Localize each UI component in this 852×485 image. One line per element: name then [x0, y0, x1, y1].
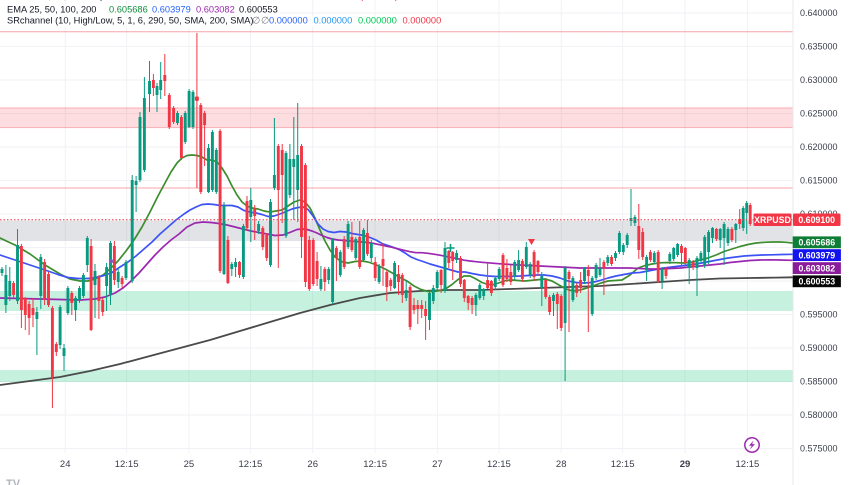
svg-text:0.625000: 0.625000: [800, 109, 838, 119]
svg-text:28: 28: [556, 459, 567, 470]
svg-text:12:15: 12:15: [487, 459, 511, 470]
svg-text:0.605686: 0.605686: [798, 238, 835, 248]
svg-text:0.590000: 0.590000: [800, 343, 838, 353]
svg-text:SRchannel (10, High/Low, 5, 1,: SRchannel (10, High/Low, 5, 1, 6, 290, 5…: [7, 16, 254, 26]
svg-text:0.609100: 0.609100: [798, 215, 835, 225]
svg-text:0.000000: 0.000000: [269, 16, 308, 26]
svg-text:XRPUSD: XRPUSD: [754, 215, 791, 225]
svg-text:0.585000: 0.585000: [800, 377, 838, 387]
svg-text:0.000000: 0.000000: [314, 16, 353, 26]
svg-text:29: 29: [680, 459, 691, 470]
svg-text:0.603082: 0.603082: [196, 5, 235, 15]
svg-text:EMA 25, 50, 100, 200: EMA 25, 50, 100, 200: [7, 5, 96, 15]
svg-text:12:15: 12:15: [115, 459, 139, 470]
svg-text:∅: ∅: [252, 16, 260, 26]
svg-text:XRP/USD, 45, Bitstamp: XRP/USD, 45, Bitstamp: [7, 0, 105, 1]
svg-text:0.603979: 0.603979: [798, 250, 835, 260]
svg-text:0.620000: 0.620000: [800, 142, 838, 152]
svg-text:24: 24: [60, 459, 71, 470]
svg-text:0.630000: 0.630000: [800, 75, 838, 85]
svg-text:0.595000: 0.595000: [800, 310, 838, 320]
svg-text:27: 27: [432, 459, 443, 470]
svg-text:0.000000: 0.000000: [403, 16, 442, 26]
svg-text:(+0.27%): (+0.27%): [360, 0, 398, 1]
svg-text:∅: ∅: [261, 16, 269, 26]
svg-text:12:15: 12:15: [736, 459, 760, 470]
svg-text:12:15: 12:15: [239, 459, 263, 470]
svg-text:0.605686: 0.605686: [109, 5, 148, 15]
svg-text:0.603082: 0.603082: [798, 263, 835, 273]
svg-text:25: 25: [184, 459, 195, 470]
svg-text:0.635000: 0.635000: [800, 42, 838, 52]
svg-text:12:15: 12:15: [611, 459, 635, 470]
svg-text:0.615000: 0.615000: [800, 176, 838, 186]
svg-text:0.580000: 0.580000: [800, 410, 838, 420]
svg-text:0.640000: 0.640000: [800, 8, 838, 18]
svg-text:26: 26: [307, 459, 318, 470]
svg-text:0.603979: 0.603979: [152, 5, 191, 15]
svg-text:0.000000: 0.000000: [358, 16, 397, 26]
svg-text:12:15: 12:15: [363, 459, 387, 470]
svg-text:O0.607433 H0.609100 L0.607100: O0.607433 H0.609100 L0.607100 C0.609100 …: [130, 0, 365, 1]
svg-text:TV: TV: [6, 478, 21, 485]
svg-text:0.600553: 0.600553: [798, 277, 835, 287]
svg-text:0.575000: 0.575000: [800, 444, 838, 454]
svg-text:0.600553: 0.600553: [239, 5, 278, 15]
